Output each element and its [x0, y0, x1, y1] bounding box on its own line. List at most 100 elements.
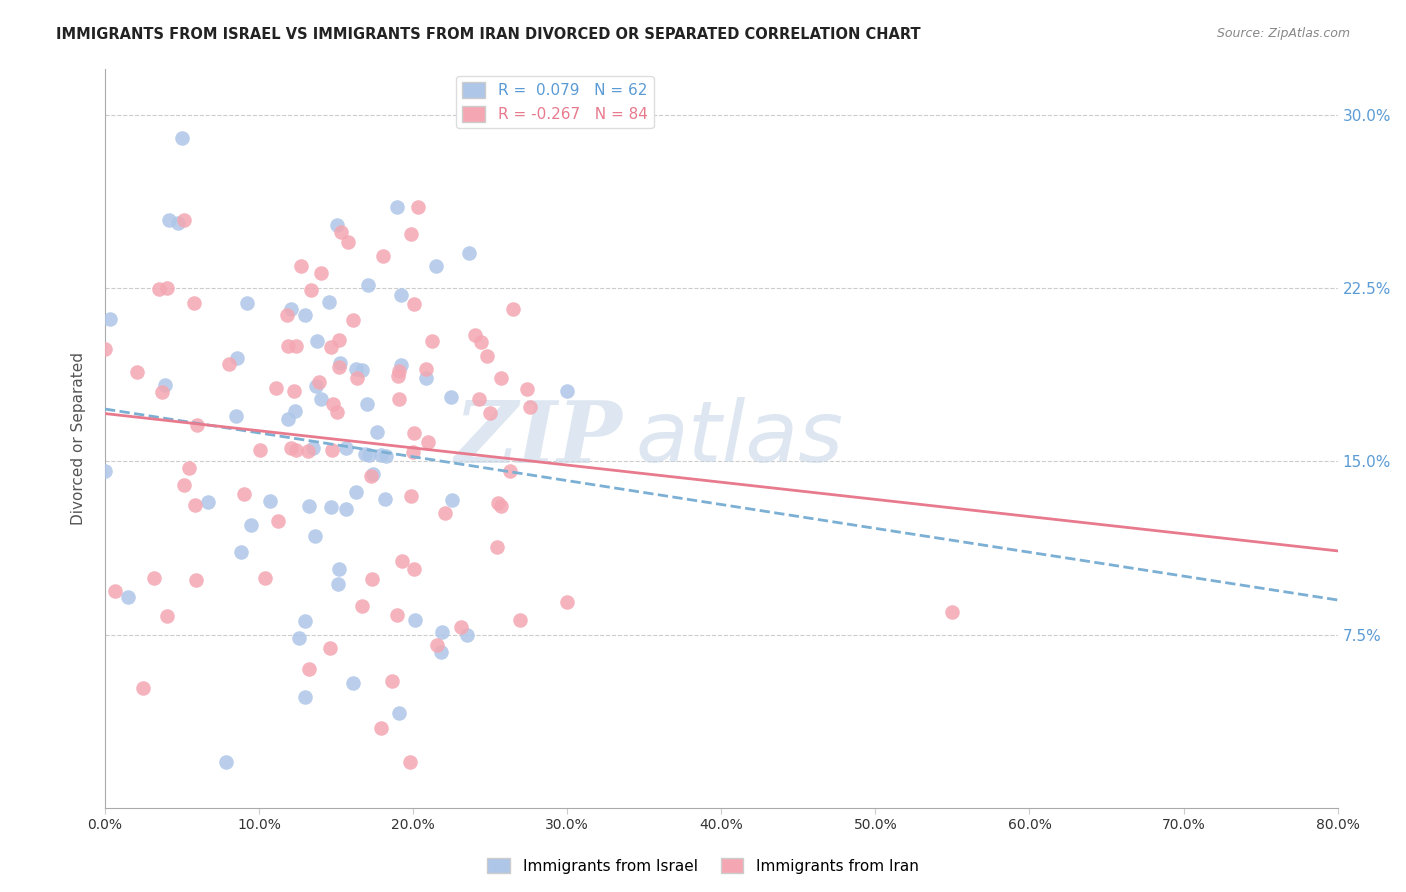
Point	[254, 571, 277, 585]
Point	[197, 495, 219, 509]
Point	[470, 334, 492, 349]
Point	[344, 362, 367, 376]
Point	[468, 392, 491, 406]
Point	[159, 212, 181, 227]
Point	[156, 608, 179, 623]
Point	[184, 498, 207, 512]
Point	[322, 396, 344, 410]
Point	[385, 607, 408, 622]
Point	[430, 644, 453, 658]
Point	[328, 561, 350, 575]
Point	[458, 246, 481, 260]
Point	[385, 200, 408, 214]
Point	[555, 595, 578, 609]
Point	[148, 281, 170, 295]
Point	[276, 308, 298, 322]
Point	[399, 489, 422, 503]
Point	[357, 277, 380, 292]
Point	[280, 302, 302, 317]
Point	[440, 391, 463, 405]
Point	[418, 435, 440, 450]
Point	[344, 485, 367, 500]
Point	[226, 351, 249, 365]
Point	[305, 379, 328, 393]
Point	[388, 392, 411, 406]
Point	[284, 339, 307, 353]
Point	[389, 358, 412, 372]
Point	[519, 400, 541, 414]
Point	[311, 266, 333, 280]
Point	[388, 706, 411, 720]
Point	[354, 447, 377, 461]
Point	[166, 216, 188, 230]
Point	[359, 448, 381, 462]
Point	[302, 442, 325, 456]
Point	[352, 363, 374, 377]
Point	[308, 376, 330, 390]
Point	[450, 620, 472, 634]
Text: ZIP: ZIP	[454, 397, 623, 480]
Point	[277, 412, 299, 426]
Point	[299, 283, 322, 297]
Point	[370, 721, 392, 735]
Point	[321, 340, 343, 354]
Point	[186, 417, 208, 432]
Point	[426, 638, 449, 652]
Point	[478, 406, 501, 420]
Point	[456, 628, 478, 642]
Point	[329, 356, 352, 370]
Point	[280, 441, 302, 455]
Point	[153, 378, 176, 392]
Point	[415, 361, 437, 376]
Point	[150, 384, 173, 399]
Point	[215, 755, 238, 769]
Y-axis label: Divorced or Separated: Divorced or Separated	[72, 351, 86, 524]
Point	[502, 301, 524, 316]
Point	[318, 295, 340, 310]
Point	[335, 442, 357, 456]
Point	[326, 405, 349, 419]
Point	[183, 295, 205, 310]
Point	[399, 755, 422, 769]
Point	[499, 465, 522, 479]
Point	[361, 572, 384, 586]
Point	[941, 605, 963, 619]
Point	[170, 131, 193, 145]
Point	[259, 493, 281, 508]
Text: atlas: atlas	[636, 397, 844, 480]
Point	[388, 364, 411, 378]
Legend: R =  0.079   N = 62, R = -0.267   N = 84: R = 0.079 N = 62, R = -0.267 N = 84	[457, 76, 654, 128]
Legend: Immigrants from Israel, Immigrants from Iran: Immigrants from Israel, Immigrants from …	[481, 852, 925, 880]
Point	[294, 690, 316, 704]
Point	[249, 442, 271, 457]
Point	[342, 676, 364, 690]
Point	[233, 487, 256, 501]
Point	[229, 544, 252, 558]
Point	[156, 281, 179, 295]
Point	[335, 501, 357, 516]
Point	[374, 491, 396, 506]
Point	[319, 640, 342, 655]
Point	[555, 384, 578, 398]
Point	[179, 461, 201, 475]
Point	[425, 259, 447, 273]
Point	[509, 613, 531, 627]
Point	[336, 235, 359, 249]
Point	[373, 249, 395, 263]
Point	[294, 614, 316, 628]
Point	[285, 442, 308, 457]
Point	[94, 464, 117, 478]
Point	[125, 365, 148, 379]
Point	[309, 392, 332, 406]
Point	[94, 342, 117, 356]
Point	[264, 381, 287, 395]
Point	[406, 200, 429, 214]
Point	[267, 514, 290, 528]
Point	[298, 499, 321, 513]
Point	[433, 507, 456, 521]
Point	[294, 308, 316, 322]
Text: IMMIGRANTS FROM ISRAEL VS IMMIGRANTS FROM IRAN DIVORCED OR SEPARATED CORRELATION: IMMIGRANTS FROM ISRAEL VS IMMIGRANTS FRO…	[56, 27, 921, 42]
Point	[328, 359, 350, 374]
Point	[402, 425, 425, 440]
Point	[131, 681, 153, 696]
